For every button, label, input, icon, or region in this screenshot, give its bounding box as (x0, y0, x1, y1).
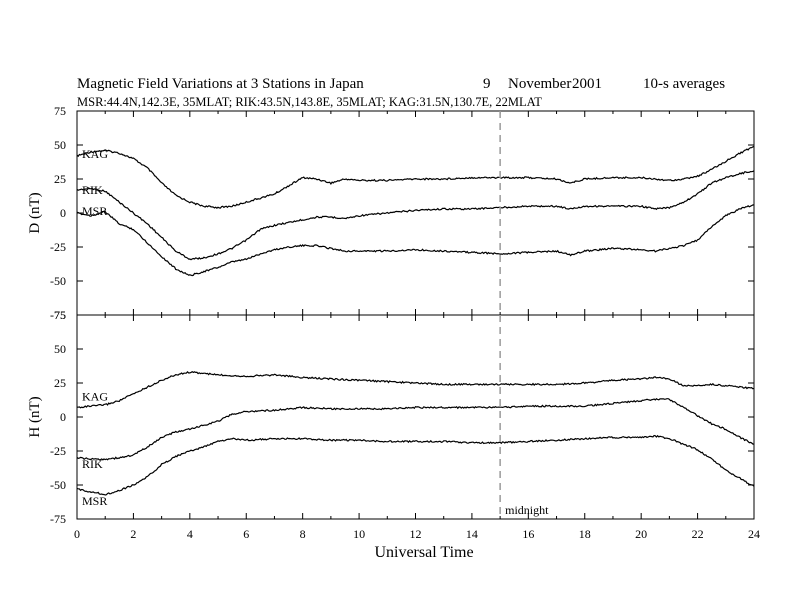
x-axis-label: Universal Time (374, 544, 473, 561)
y-tick-label: 50 (54, 138, 66, 152)
series-label-kag: KAG (82, 389, 108, 403)
x-tick-label: 8 (300, 527, 306, 541)
midnight-label: midnight (505, 503, 549, 517)
chart-year: 2001 (572, 76, 602, 92)
series-line-kag-h (76, 371, 755, 409)
series-label-rik: RIK (82, 183, 103, 197)
y-tick-label: -75 (50, 512, 66, 526)
x-tick-label: 14 (466, 527, 478, 541)
y-tick-label: 0 (60, 206, 66, 220)
h-panel-frame (76, 314, 755, 520)
x-tick-label: 12 (410, 527, 422, 541)
x-tick-label: 18 (579, 527, 591, 541)
h-axis-label: H (nT) (27, 396, 43, 437)
series-label-rik: RIK (82, 457, 103, 471)
chart-title: Magnetic Field Variations at 3 Stations … (77, 76, 364, 92)
y-tick-label: 75 (54, 104, 66, 118)
chart-month: November (508, 76, 571, 92)
d-axis-label: D (nT) (27, 192, 43, 233)
y-tick-label: -75 (50, 308, 66, 322)
chart-averaging: 10-s averages (643, 76, 725, 92)
chart-day: 9 (483, 76, 491, 92)
y-tick-label: 0 (60, 410, 66, 424)
series-line-msr-h (76, 434, 755, 496)
y-tick-label: 25 (54, 172, 66, 186)
x-tick-label: 16 (522, 527, 534, 541)
x-tick-label: 20 (635, 527, 647, 541)
series-line-msr-d (76, 204, 755, 277)
series-line-rik-d (76, 170, 755, 261)
x-tick-label: 22 (692, 527, 704, 541)
y-tick-label: -25 (50, 240, 66, 254)
x-tick-label: 4 (187, 527, 193, 541)
y-tick-label: -50 (50, 478, 66, 492)
x-tick-label: 6 (243, 527, 249, 541)
chart-subtitle: MSR:44.4N,142.3E, 35MLAT; RIK:43.5N,143.… (77, 95, 542, 109)
y-tick-label: -25 (50, 444, 66, 458)
y-tick-label: 25 (54, 376, 66, 390)
series-label-msr: MSR (82, 494, 107, 508)
x-tick-label: 24 (748, 527, 760, 541)
series-label-msr: MSR (82, 204, 107, 218)
series-line-rik-h (76, 398, 755, 461)
y-tick-label: 50 (54, 342, 66, 356)
y-tick-label: -50 (50, 274, 66, 288)
x-tick-label: 2 (130, 527, 136, 541)
y-tick-label: 75 (54, 308, 66, 322)
series-label-kag: KAG (82, 147, 108, 161)
series-line-kag-d (76, 145, 755, 209)
d-panel-frame (76, 110, 755, 316)
d-panel: -75 -50 -25 0 25 50 75 D (nT) KAG RIK MSR (27, 104, 755, 322)
x-tick-label: 0 (74, 527, 80, 541)
x-tick-label: 10 (353, 527, 365, 541)
